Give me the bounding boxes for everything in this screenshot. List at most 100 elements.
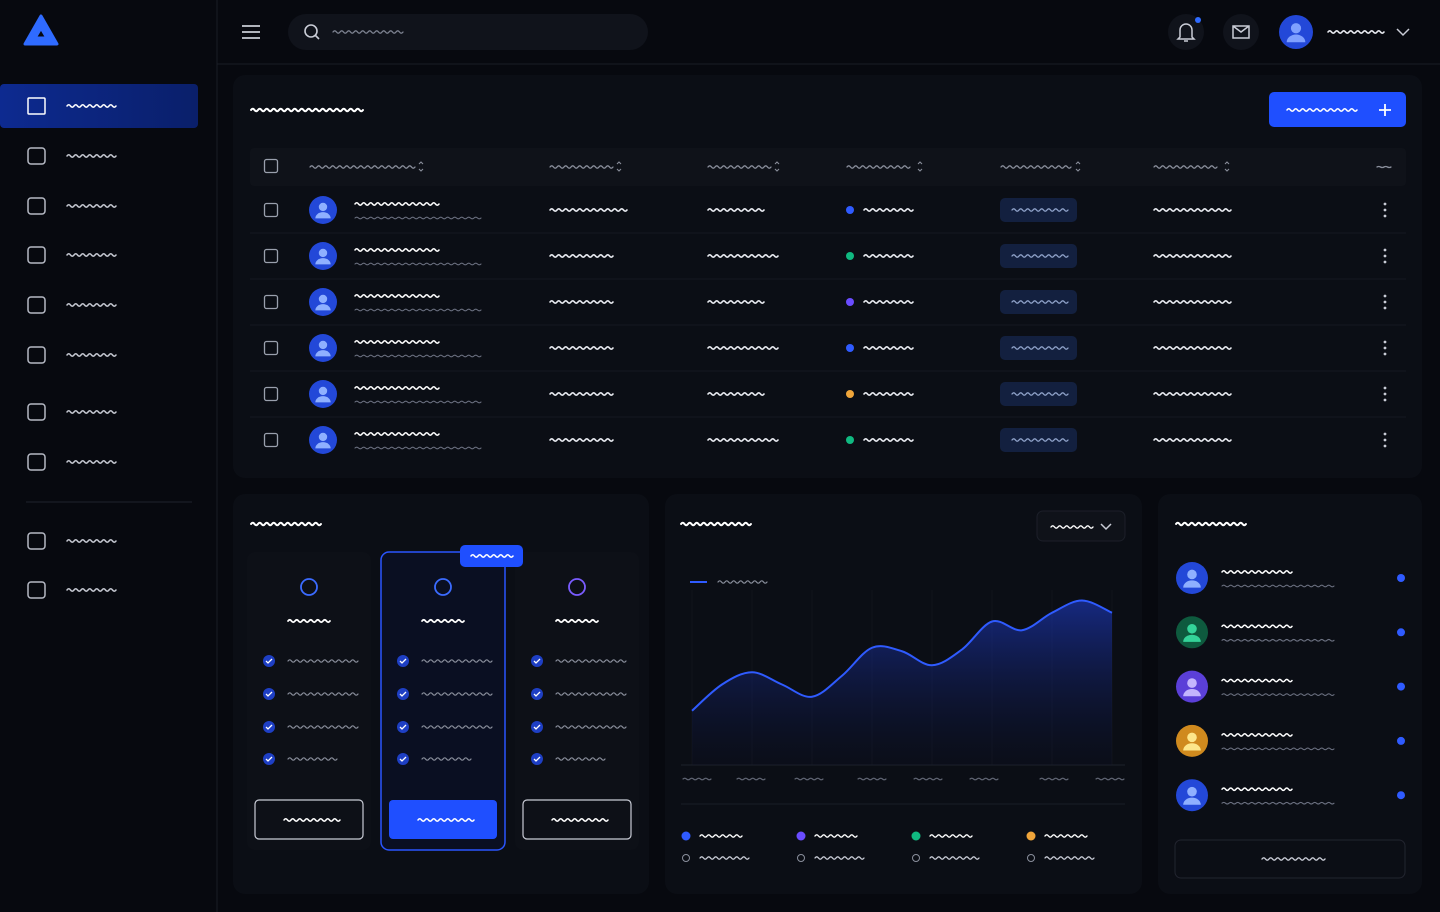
row-menu-dot[interactable] bbox=[1383, 340, 1387, 344]
mail-icon bbox=[1232, 25, 1250, 39]
view-all-button[interactable] bbox=[1174, 839, 1406, 879]
legend-sub-icon bbox=[1027, 854, 1035, 862]
avatar-head bbox=[318, 248, 328, 258]
row-menu-dot[interactable] bbox=[1383, 214, 1387, 218]
placeholder-text bbox=[354, 202, 440, 206]
table-header bbox=[250, 148, 1406, 186]
placeholder-text bbox=[66, 588, 117, 592]
row-menu-dot[interactable] bbox=[1383, 306, 1387, 310]
row-menu-dot[interactable] bbox=[1383, 260, 1387, 264]
tag bbox=[1000, 244, 1077, 268]
plan-card bbox=[247, 552, 371, 850]
check-icon bbox=[263, 688, 275, 700]
placeholder-text bbox=[913, 777, 943, 781]
search-box[interactable] bbox=[288, 14, 648, 50]
placeholder-text bbox=[354, 262, 482, 266]
checkbox[interactable] bbox=[263, 158, 279, 174]
nav-item-hit[interactable] bbox=[0, 521, 198, 561]
placeholder-text bbox=[1011, 392, 1069, 396]
row-menu-dot[interactable] bbox=[1383, 248, 1387, 252]
nav-item-hit[interactable] bbox=[0, 235, 198, 275]
nav-item-hit[interactable] bbox=[0, 570, 198, 610]
placeholder-text bbox=[699, 834, 743, 838]
checkbox[interactable] bbox=[263, 432, 279, 448]
sort-icon[interactable] bbox=[418, 161, 424, 172]
row-menu-dot[interactable] bbox=[1383, 386, 1387, 390]
plan-button[interactable] bbox=[522, 799, 632, 840]
row-menu-dot[interactable] bbox=[1383, 346, 1387, 350]
nav-icon bbox=[27, 346, 46, 364]
plan-icon bbox=[434, 578, 452, 596]
row-menu-dot[interactable] bbox=[1383, 254, 1387, 258]
notifications-button[interactable] bbox=[1168, 14, 1204, 50]
nav-item-hit[interactable] bbox=[0, 285, 198, 325]
nav-item-hit[interactable] bbox=[0, 392, 198, 432]
placeholder-text bbox=[863, 300, 914, 304]
placeholder-text bbox=[1011, 254, 1069, 258]
placeholder-text bbox=[1044, 856, 1095, 860]
check-mark bbox=[265, 658, 273, 664]
placeholder-text bbox=[707, 300, 765, 304]
legend-dot bbox=[1026, 831, 1036, 841]
placeholder-text bbox=[1039, 777, 1069, 781]
placeholder-text bbox=[66, 353, 117, 357]
plus-icon bbox=[1379, 104, 1391, 116]
checkbox[interactable] bbox=[263, 386, 279, 402]
checkbox[interactable] bbox=[263, 202, 279, 218]
placeholder-text bbox=[863, 438, 914, 442]
avatar-body bbox=[315, 350, 331, 357]
nav-icon bbox=[27, 453, 46, 471]
placeholder-text bbox=[1221, 732, 1293, 737]
check-icon bbox=[531, 655, 543, 667]
avatar-body bbox=[315, 442, 331, 449]
placeholder-text bbox=[549, 165, 614, 169]
plan-button[interactable] bbox=[254, 799, 364, 840]
checkbox[interactable] bbox=[263, 248, 279, 264]
check-icon bbox=[531, 721, 543, 733]
row-menu-dot[interactable] bbox=[1383, 208, 1387, 212]
row-menu-dot[interactable] bbox=[1383, 202, 1387, 206]
tag bbox=[1000, 428, 1077, 452]
legend-dot bbox=[911, 831, 921, 841]
menu-button[interactable] bbox=[242, 25, 260, 39]
placeholder-text bbox=[332, 30, 404, 34]
check-icon bbox=[397, 688, 409, 700]
check-mark bbox=[265, 724, 273, 730]
status-dot bbox=[846, 252, 854, 260]
row-menu-dot[interactable] bbox=[1383, 432, 1387, 436]
profile-chevron[interactable] bbox=[1396, 28, 1410, 37]
logo[interactable] bbox=[23, 14, 59, 46]
unread-dot bbox=[1397, 791, 1405, 800]
sort-icon[interactable] bbox=[616, 161, 622, 172]
sort-icon[interactable] bbox=[917, 161, 923, 172]
row-menu-dot[interactable] bbox=[1383, 438, 1387, 442]
row-menu-dot[interactable] bbox=[1383, 294, 1387, 298]
placeholder-text bbox=[736, 777, 766, 781]
placeholder-text bbox=[1011, 438, 1069, 442]
table-panel bbox=[233, 75, 1422, 478]
row-menu-dot[interactable] bbox=[1383, 444, 1387, 448]
placeholder-text bbox=[1286, 108, 1358, 112]
row-menu-dot[interactable] bbox=[1383, 398, 1387, 402]
checkbox[interactable] bbox=[263, 340, 279, 356]
nav-item-hit[interactable] bbox=[0, 136, 198, 176]
check-mark bbox=[533, 724, 541, 730]
nav-icon bbox=[27, 532, 46, 550]
nav-item-hit[interactable] bbox=[0, 335, 198, 375]
sort-icon[interactable] bbox=[1075, 161, 1081, 172]
row-menu-dot[interactable] bbox=[1383, 300, 1387, 304]
nav-item-hit[interactable] bbox=[0, 86, 198, 126]
checkbox[interactable] bbox=[263, 294, 279, 310]
row-menu-dot[interactable] bbox=[1383, 352, 1387, 356]
avatar-head bbox=[318, 202, 328, 212]
placeholder-text bbox=[421, 725, 493, 729]
placeholder-text bbox=[66, 539, 117, 543]
row-menu-dot[interactable] bbox=[1383, 392, 1387, 396]
nav-item-hit[interactable] bbox=[0, 186, 198, 226]
sort-icon[interactable] bbox=[1224, 161, 1230, 172]
search-icon bbox=[304, 24, 318, 38]
sort-icon[interactable] bbox=[774, 161, 780, 172]
nav-item-hit[interactable] bbox=[0, 442, 198, 482]
placeholder-text bbox=[707, 165, 772, 169]
